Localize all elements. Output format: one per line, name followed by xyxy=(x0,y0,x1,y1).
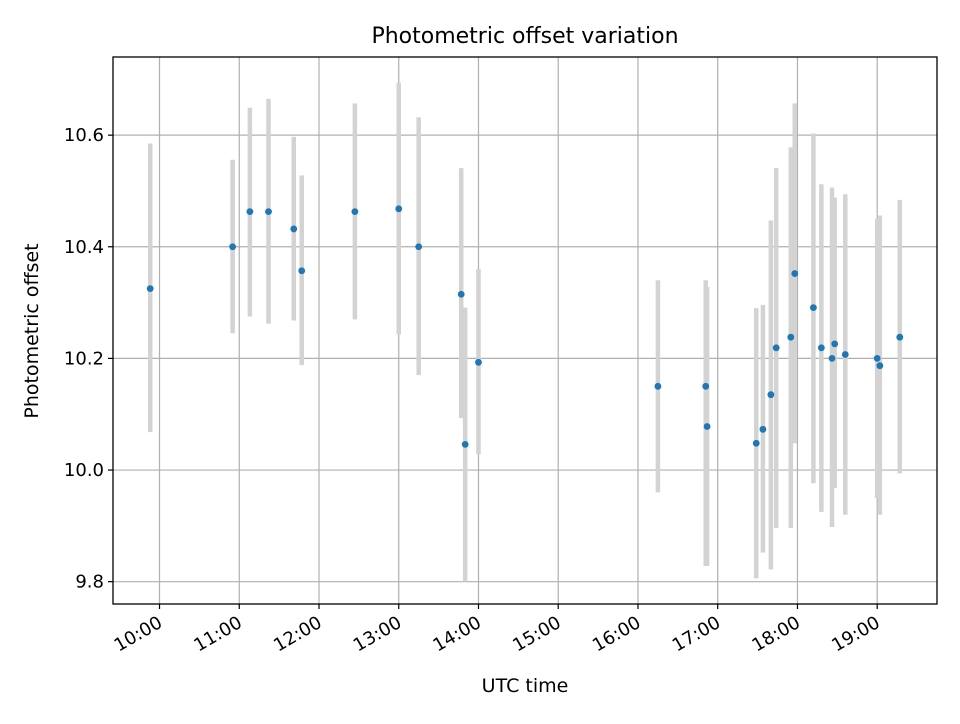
data-point xyxy=(290,225,298,233)
data-point xyxy=(703,423,711,430)
data-point xyxy=(896,333,904,341)
data-point xyxy=(229,243,237,251)
data-point xyxy=(841,351,849,358)
y-tick-label: 10.0 xyxy=(64,460,104,481)
data-point xyxy=(817,344,825,352)
data-point xyxy=(772,344,780,352)
y-tick-label: 9.8 xyxy=(75,572,104,593)
data-point xyxy=(475,358,482,366)
data-point xyxy=(395,205,403,213)
data-point xyxy=(873,355,881,362)
data-point xyxy=(828,355,836,362)
data-point xyxy=(702,382,710,390)
data-point xyxy=(787,333,795,341)
data-point xyxy=(752,439,760,447)
data-point xyxy=(461,440,469,448)
chart-title: Photometric offset variation xyxy=(371,24,678,49)
data-point xyxy=(654,382,662,390)
data-point xyxy=(146,285,154,293)
data-point xyxy=(831,340,839,348)
data-point xyxy=(246,208,254,216)
data-point xyxy=(265,208,272,216)
y-axis-label: Photometric offset xyxy=(21,243,43,418)
x-axis-label: UTC time xyxy=(482,675,569,697)
data-point xyxy=(810,304,817,312)
data-point xyxy=(876,362,884,370)
y-tick-label: 10.2 xyxy=(64,348,104,369)
y-tick-label: 10.6 xyxy=(64,125,104,146)
y-tick-label: 10.4 xyxy=(64,237,104,258)
data-point xyxy=(351,208,359,216)
data-point xyxy=(298,267,306,275)
data-point xyxy=(767,391,775,399)
data-point xyxy=(457,290,465,298)
data-point xyxy=(791,270,799,277)
point-layer xyxy=(146,205,904,448)
data-point xyxy=(759,425,767,433)
data-point xyxy=(415,243,423,251)
plot-frame xyxy=(112,56,938,605)
